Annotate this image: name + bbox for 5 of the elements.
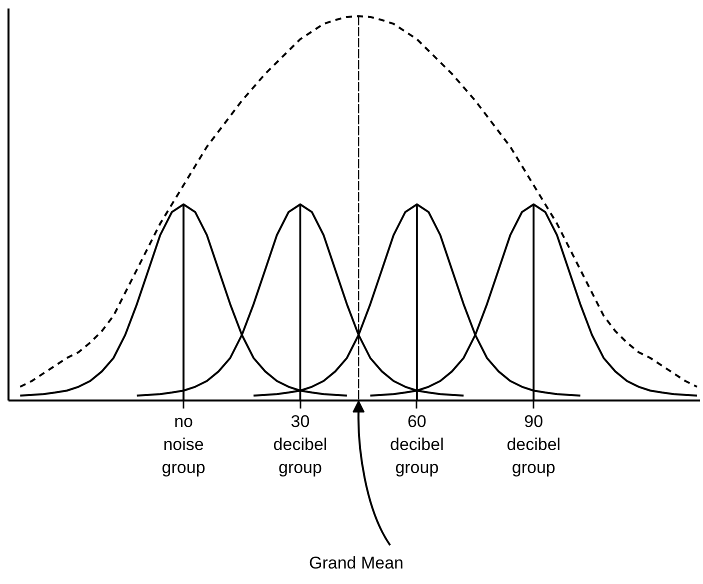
x-tick-label: 90 decibel group	[506, 412, 561, 477]
x-tick-label: 60 decibel group	[390, 412, 444, 477]
text: Grand Mean	[309, 553, 404, 572]
x-tick-label: no noise group	[162, 412, 206, 477]
x-tick-label: 30 decibel group	[273, 412, 328, 477]
